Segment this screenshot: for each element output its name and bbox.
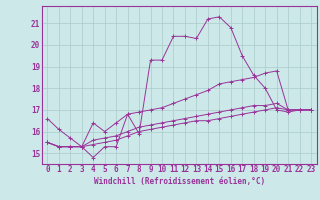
- X-axis label: Windchill (Refroidissement éolien,°C): Windchill (Refroidissement éolien,°C): [94, 177, 265, 186]
